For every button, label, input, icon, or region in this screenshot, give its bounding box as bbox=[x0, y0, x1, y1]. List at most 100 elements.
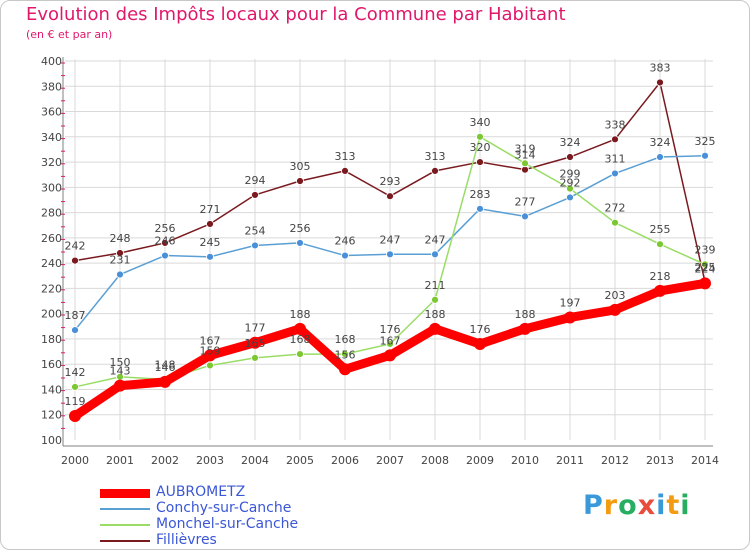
data-point-monchel-sur-canche-2010 bbox=[521, 159, 529, 168]
y-tick-label-120: 120 bbox=[41, 409, 62, 422]
data-point-monchel-sur-canche-2008 bbox=[431, 295, 439, 304]
data-label-filli-vres-2012: 338 bbox=[605, 118, 626, 131]
data-label-monchel-sur-canche-2006: 168 bbox=[335, 333, 356, 346]
x-tick-label-2007: 2007 bbox=[376, 454, 404, 467]
data-label-aubrometz-2008: 188 bbox=[425, 308, 446, 321]
data-point-monchel-sur-canche-2000 bbox=[71, 383, 79, 391]
data-label-filli-vres-2004: 294 bbox=[245, 174, 266, 187]
data-point-monchel-sur-canche-2004 bbox=[251, 353, 259, 362]
legend-swatch-fillievres bbox=[100, 540, 150, 542]
data-label-filli-vres-2003: 271 bbox=[200, 203, 221, 216]
data-label-conchy-sur-canche-2005: 256 bbox=[290, 222, 311, 235]
data-point-filli-vres-2002 bbox=[161, 239, 169, 247]
x-tick-label-2008: 2008 bbox=[421, 454, 449, 467]
legend-label-fillievres: Fillièvres bbox=[156, 532, 217, 548]
series-lines bbox=[69, 78, 711, 422]
data-label-conchy-sur-canche-2001: 231 bbox=[110, 254, 131, 267]
y-tick-label-140: 140 bbox=[41, 383, 62, 396]
x-tick-label-2000: 2000 bbox=[61, 454, 89, 467]
data-point-monchel-sur-canche-2003 bbox=[206, 361, 214, 370]
data-label-filli-vres-2014: 225 bbox=[695, 261, 716, 274]
data-label-aubrometz-2001: 143 bbox=[110, 365, 131, 378]
data-label-aubrometz-2004: 177 bbox=[245, 322, 266, 335]
data-point-monchel-sur-canche-2005 bbox=[296, 350, 304, 358]
x-tick-label-2005: 2005 bbox=[286, 454, 314, 467]
data-point-aubrometz-2007 bbox=[384, 349, 396, 362]
data-label-monchel-sur-canche-2009: 340 bbox=[470, 116, 491, 129]
x-tick-label-2004: 2004 bbox=[241, 454, 269, 467]
data-point-filli-vres-2007 bbox=[386, 192, 394, 201]
data-label-monchel-sur-canche-2001: 150 bbox=[110, 356, 131, 369]
y-tick-label-100: 100 bbox=[41, 434, 62, 447]
data-label-monchel-sur-canche-2014: 239 bbox=[695, 243, 716, 256]
data-label-monchel-sur-canche-2004: 165 bbox=[245, 337, 266, 350]
y-tick-label-340: 340 bbox=[41, 131, 62, 144]
data-point-conchy-sur-canche-2009 bbox=[476, 204, 484, 213]
data-label-filli-vres-2001: 248 bbox=[110, 232, 131, 245]
data-point-conchy-sur-canche-2012 bbox=[611, 169, 619, 178]
data-label-conchy-sur-canche-2010: 277 bbox=[515, 195, 536, 208]
data-point-monchel-sur-canche-2007 bbox=[386, 340, 394, 348]
logo-letter: x bbox=[637, 490, 657, 521]
data-point-aubrometz-2008 bbox=[429, 322, 441, 335]
y-tick-label-240: 240 bbox=[41, 257, 62, 270]
data-point-conchy-sur-canche-2011 bbox=[566, 193, 574, 202]
data-label-aubrometz-2007: 167 bbox=[380, 334, 401, 347]
data-label-aubrometz-2013: 218 bbox=[650, 270, 671, 283]
data-label-filli-vres-2008: 313 bbox=[425, 150, 446, 163]
y-tick-label-280: 280 bbox=[41, 207, 62, 220]
data-label-filli-vres-2011: 324 bbox=[560, 136, 581, 149]
proxiti-logo: Proxiti bbox=[583, 490, 691, 521]
data-label-aubrometz-2006: 156 bbox=[335, 348, 356, 361]
x-tick-label-2013: 2013 bbox=[646, 454, 674, 467]
y-tick-label-400: 400 bbox=[41, 55, 62, 68]
data-label-monchel-sur-canche-2008: 211 bbox=[425, 279, 446, 292]
data-point-filli-vres-2000 bbox=[71, 256, 79, 265]
data-label-conchy-sur-canche-2014: 325 bbox=[695, 135, 716, 148]
data-label-conchy-sur-canche-2004: 254 bbox=[245, 224, 266, 237]
y-tick-label-200: 200 bbox=[41, 308, 62, 321]
data-label-conchy-sur-canche-2012: 311 bbox=[605, 152, 626, 165]
x-tick-label-2012: 2012 bbox=[601, 454, 629, 467]
data-point-conchy-sur-canche-2005 bbox=[296, 239, 304, 247]
data-label-monchel-sur-canche-2002: 148 bbox=[155, 358, 176, 371]
data-point-filli-vres-2009 bbox=[476, 158, 484, 166]
data-label-monchel-sur-canche-2011: 299 bbox=[560, 168, 581, 181]
data-label-filli-vres-2007: 293 bbox=[380, 175, 401, 188]
logo-letter: o bbox=[618, 490, 638, 521]
y-tick-label-320: 320 bbox=[41, 156, 62, 169]
data-point-aubrometz-2013 bbox=[654, 284, 666, 297]
data-label-aubrometz-2012: 203 bbox=[605, 289, 626, 302]
legend-label-monchel: Monchel-sur-Canche bbox=[156, 516, 299, 532]
legend-swatch-monchel bbox=[100, 524, 150, 526]
data-point-aubrometz-2009 bbox=[474, 337, 486, 350]
legend-swatch-conchy bbox=[100, 508, 150, 510]
data-point-monchel-sur-canche-2013 bbox=[656, 240, 664, 249]
data-point-conchy-sur-canche-2000 bbox=[71, 326, 79, 334]
data-label-monchel-sur-canche-2000: 142 bbox=[65, 366, 86, 379]
y-tick-label-260: 260 bbox=[41, 232, 62, 245]
data-point-conchy-sur-canche-2008 bbox=[431, 250, 439, 259]
data-labels: 242 248 256 271 294 305 313 293 313 320 314 324 338 3… bbox=[65, 61, 716, 408]
y-tick-label-220: 220 bbox=[41, 282, 62, 295]
y-tick-label-300: 300 bbox=[41, 181, 62, 194]
data-point-conchy-sur-canche-2013 bbox=[656, 153, 664, 161]
data-label-monchel-sur-canche-2007: 176 bbox=[380, 323, 401, 336]
data-point-filli-vres-2013 bbox=[656, 78, 664, 87]
data-point-aubrometz-2000 bbox=[69, 409, 81, 422]
y-tick-label-160: 160 bbox=[41, 358, 62, 371]
data-label-monchel-sur-canche-2012: 272 bbox=[605, 202, 626, 215]
data-label-conchy-sur-canche-2007: 247 bbox=[380, 233, 401, 246]
data-point-monchel-sur-canche-2012 bbox=[611, 218, 619, 227]
x-tick-label-2006: 2006 bbox=[331, 454, 359, 467]
data-point-aubrometz-2006 bbox=[339, 363, 351, 376]
data-point-filli-vres-2008 bbox=[431, 167, 439, 175]
data-point-monchel-sur-canche-2006 bbox=[341, 350, 349, 358]
data-point-aubrometz-2003 bbox=[204, 349, 216, 362]
x-tick-label-2009: 2009 bbox=[466, 454, 494, 467]
data-label-aubrometz-2003: 167 bbox=[200, 334, 221, 347]
data-point-aubrometz-2004 bbox=[249, 336, 261, 349]
data-point-conchy-sur-canche-2010 bbox=[521, 212, 529, 221]
data-label-aubrometz-2010: 188 bbox=[515, 308, 536, 321]
